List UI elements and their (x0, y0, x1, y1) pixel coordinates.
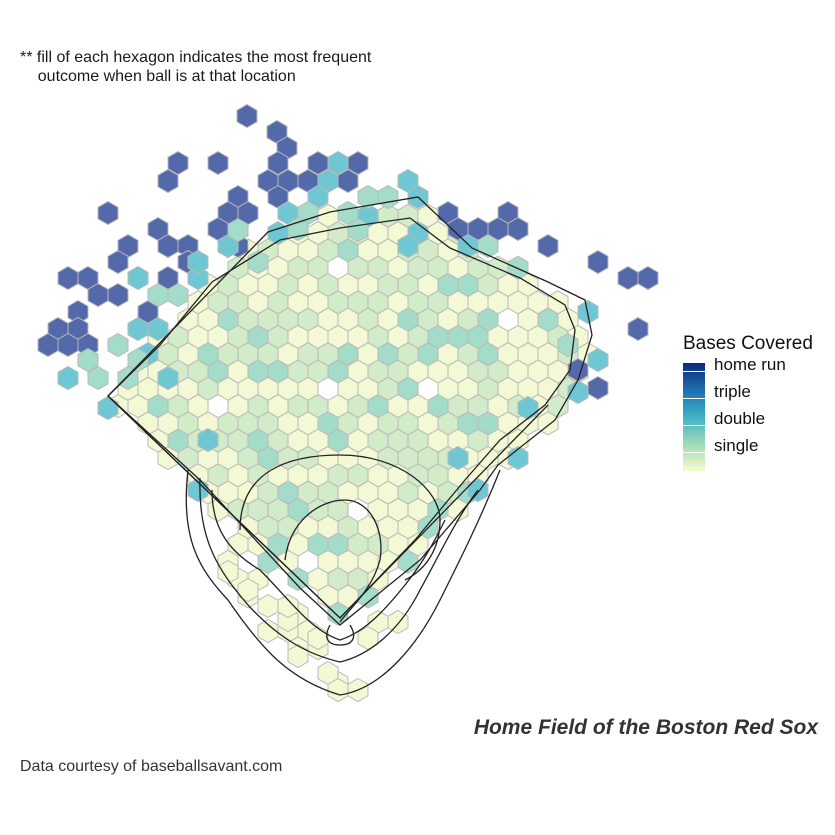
hexbin-cell (397, 233, 419, 259)
hexbin-cell (327, 601, 349, 626)
field-outline (107, 196, 593, 696)
legend-title: Bases Covered (683, 333, 813, 354)
hexbin-cell (107, 332, 129, 358)
field-line (284, 499, 382, 623)
field-line (239, 454, 441, 581)
hexbin-cell (637, 265, 659, 291)
field-line (185, 469, 501, 696)
legend-label-single: single (714, 436, 759, 455)
hexbin-cell (237, 577, 259, 603)
hexbin-cell (387, 609, 409, 635)
hexbin-cell (87, 365, 109, 391)
hexbin-cell (187, 265, 209, 291)
legend-tick-mark (683, 398, 705, 399)
field-line (107, 395, 549, 619)
hexbin-cell (327, 150, 349, 176)
hexbin-cell (167, 282, 189, 308)
hexbin-cell (537, 307, 559, 333)
hexbin-cell (587, 347, 609, 373)
field-line (199, 477, 479, 663)
hexbin-cell (147, 316, 169, 342)
legend-colorbar (683, 363, 705, 471)
legend-tick-mark (683, 452, 705, 453)
hexbin-cell (477, 233, 499, 259)
legend-label-home-run: home run (714, 355, 786, 374)
hexbin-layer (37, 103, 659, 703)
chart-caption: Data courtesy of baseballsavant.com (20, 758, 283, 775)
hexbin-cell (357, 584, 379, 609)
hexbin-cell (97, 200, 119, 226)
hexbin-cell (197, 427, 219, 453)
hexbin-cell (267, 150, 289, 176)
field-line (107, 217, 576, 619)
hexbin-cell (57, 365, 79, 391)
field-line (326, 624, 355, 646)
legend-tick-mark (683, 371, 705, 372)
hexbin-cell (97, 395, 119, 421)
hexbin-cell (567, 379, 589, 405)
hexbin-cell (377, 184, 399, 210)
chart-note: ** fill of each hexagon indicates the mo… (20, 49, 372, 85)
hexbin-cell (507, 445, 529, 471)
hexbin-cell (77, 347, 99, 373)
hexbin-cell (227, 217, 249, 243)
hexbin-cell (217, 559, 239, 585)
chart-title: Home Field of the Boston Red Sox (473, 716, 818, 739)
hexbin-cell (187, 249, 209, 275)
hexbin-cell (187, 477, 209, 503)
hexbin-cell (397, 549, 419, 574)
hexbin-cell (127, 265, 149, 291)
hexbin-cell (507, 216, 529, 242)
hexbin-cell (236, 103, 258, 129)
field-line (211, 489, 446, 641)
hexbin-cell (537, 233, 559, 259)
hexbin-cell (627, 316, 649, 342)
hexbin-cell (157, 365, 179, 391)
hexbin-cell (107, 282, 129, 308)
hexbin-cell (587, 375, 609, 401)
legend-tick-mark (683, 425, 705, 426)
field-line (107, 196, 593, 626)
hexbin-cell (157, 168, 179, 194)
hexbin-cell (587, 249, 609, 275)
legend-label-triple: triple (714, 382, 751, 401)
hexbin-cell (167, 150, 189, 176)
legend-label-double: double (714, 409, 766, 428)
hexbin-cell (357, 184, 379, 210)
hexbin-cell (257, 593, 279, 619)
hexbin-cell (277, 593, 299, 619)
hexbin-cell (107, 249, 129, 275)
hexbin-cell (207, 150, 229, 176)
hexbin-cell (617, 265, 639, 291)
hexbin-cell (57, 265, 79, 291)
hexbin-cell (447, 445, 469, 471)
